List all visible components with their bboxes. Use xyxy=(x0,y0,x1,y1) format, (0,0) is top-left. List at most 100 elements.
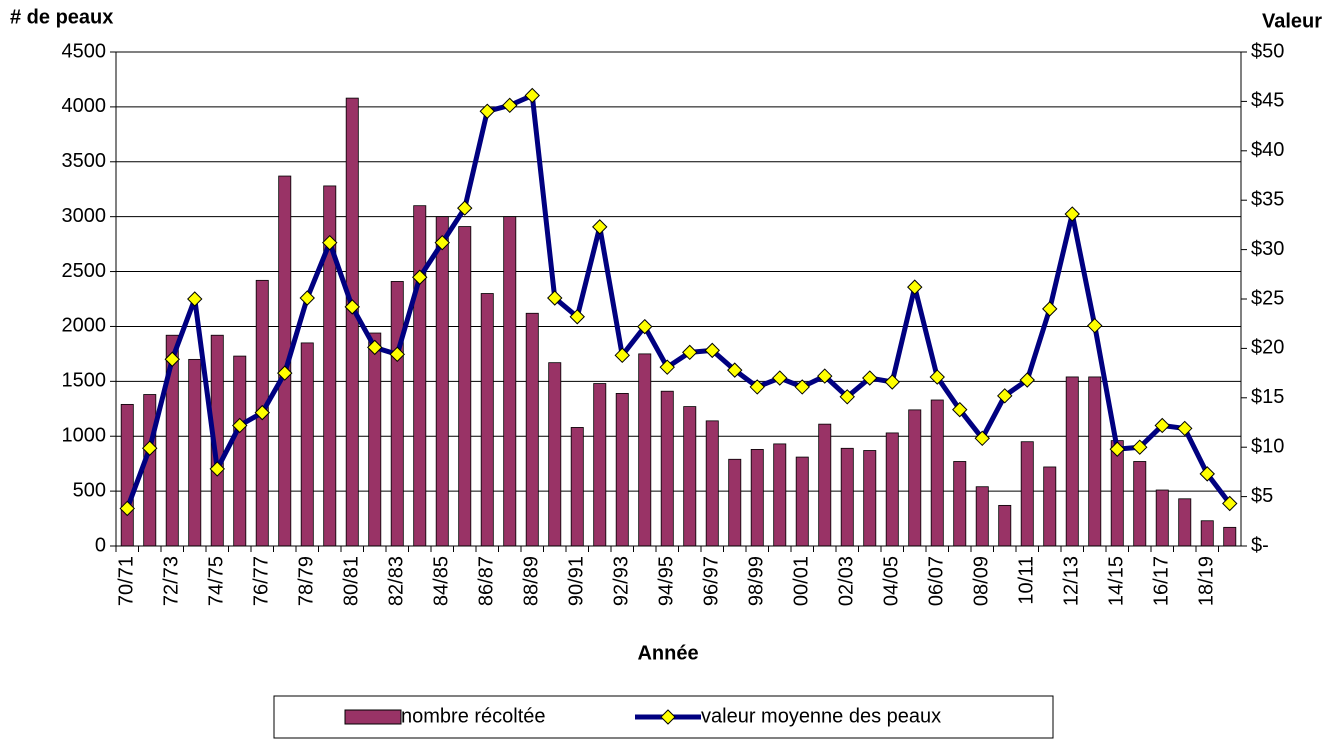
bar xyxy=(525,312,539,547)
x-tick-label: 72/73 xyxy=(161,556,183,606)
x-tick-label: 70/71 xyxy=(116,556,138,606)
bar xyxy=(953,461,967,547)
x-tick-label: 86/87 xyxy=(476,556,498,606)
marker xyxy=(142,440,158,456)
bar xyxy=(818,423,832,547)
bar xyxy=(503,216,517,547)
bar xyxy=(143,394,157,547)
marker xyxy=(1087,317,1103,334)
marker xyxy=(1042,301,1058,317)
x-tick-label: 10/11 xyxy=(1016,556,1038,605)
x-tick-label: 80/81 xyxy=(341,556,363,606)
bar xyxy=(840,447,854,547)
y-tick-label: 3500 xyxy=(62,150,107,172)
marker xyxy=(659,359,675,375)
marker xyxy=(412,269,428,285)
marker xyxy=(952,401,968,418)
marker xyxy=(367,339,383,356)
marker xyxy=(637,318,653,335)
x-tick-label: 76/77 xyxy=(251,556,273,606)
legend-swatch xyxy=(344,709,402,725)
bar xyxy=(1155,489,1169,547)
x-tick-label: 02/03 xyxy=(836,556,858,606)
x-axis-title: Année xyxy=(637,642,698,664)
bar xyxy=(1065,376,1079,547)
x-tick-label: 14/15 xyxy=(1106,556,1128,606)
x-tick-label: 88/89 xyxy=(521,556,543,606)
marker xyxy=(254,404,270,421)
marker xyxy=(1222,495,1238,512)
y-tick-label: 0 xyxy=(95,534,106,556)
x-tick-label: 78/79 xyxy=(296,556,318,606)
marker xyxy=(322,234,338,251)
bar xyxy=(345,97,359,547)
y2-tick-label: $35 xyxy=(1251,188,1284,210)
x-tick-label: 00/01 xyxy=(791,556,813,606)
y2-tick-label: $25 xyxy=(1251,287,1284,309)
bar xyxy=(435,216,449,547)
marker xyxy=(344,299,360,315)
bar xyxy=(750,448,764,547)
marker xyxy=(187,291,203,307)
bar xyxy=(773,443,787,547)
x-tick-label: 98/99 xyxy=(746,556,768,606)
bar xyxy=(368,332,382,547)
bar xyxy=(548,362,562,547)
y-tick-label: 2500 xyxy=(62,260,107,282)
marker xyxy=(299,290,315,306)
marker xyxy=(929,369,945,385)
x-tick-label: 12/13 xyxy=(1061,556,1083,606)
marker xyxy=(1199,466,1215,482)
marker xyxy=(772,370,788,386)
bar xyxy=(728,458,742,547)
x-tick-label: 96/97 xyxy=(701,556,723,606)
y-tick-label: 4500 xyxy=(62,40,107,62)
bar xyxy=(863,450,877,547)
marker xyxy=(1177,420,1193,437)
bar xyxy=(458,226,472,547)
legend-box xyxy=(273,695,1054,739)
bar xyxy=(1133,461,1147,547)
bar xyxy=(1043,466,1057,547)
bar xyxy=(975,486,989,547)
legend-marker xyxy=(660,709,676,725)
y2-tick-label: $50 xyxy=(1251,40,1284,62)
marker xyxy=(907,279,923,295)
marker xyxy=(974,430,990,447)
y-tick-label: 4000 xyxy=(62,95,107,117)
y-tick-label: 2000 xyxy=(62,315,107,337)
marker xyxy=(997,388,1013,404)
y-axis-title: # de peaux xyxy=(10,6,113,28)
marker xyxy=(592,219,608,235)
marker xyxy=(232,417,248,434)
x-tick-label: 82/83 xyxy=(386,556,408,606)
y2-tick-label: $- xyxy=(1251,534,1269,556)
marker xyxy=(1109,441,1125,457)
y2-tick-label: $45 xyxy=(1251,90,1284,112)
marker xyxy=(457,200,473,216)
x-tick-label: 18/19 xyxy=(1196,556,1218,606)
y-tick-label: 1500 xyxy=(62,370,107,392)
x-tick-label: 08/09 xyxy=(971,556,993,606)
bar xyxy=(413,205,427,547)
y2-tick-label: $30 xyxy=(1251,238,1284,260)
bar xyxy=(683,406,697,547)
marker xyxy=(389,346,405,363)
bar xyxy=(1020,441,1034,547)
y2-tick-label: $20 xyxy=(1251,337,1284,359)
marker xyxy=(277,365,293,381)
legend-label: nombre récoltée xyxy=(401,705,546,727)
y2-tick-label: $15 xyxy=(1251,386,1284,408)
marker xyxy=(1064,206,1080,222)
bar xyxy=(885,432,899,547)
bar xyxy=(570,427,584,547)
y-tick-label: 500 xyxy=(73,479,106,501)
bar xyxy=(390,281,404,547)
bar xyxy=(593,383,607,547)
marker xyxy=(839,389,855,405)
line xyxy=(124,92,1232,510)
bar xyxy=(1088,376,1102,547)
marker xyxy=(749,379,765,395)
